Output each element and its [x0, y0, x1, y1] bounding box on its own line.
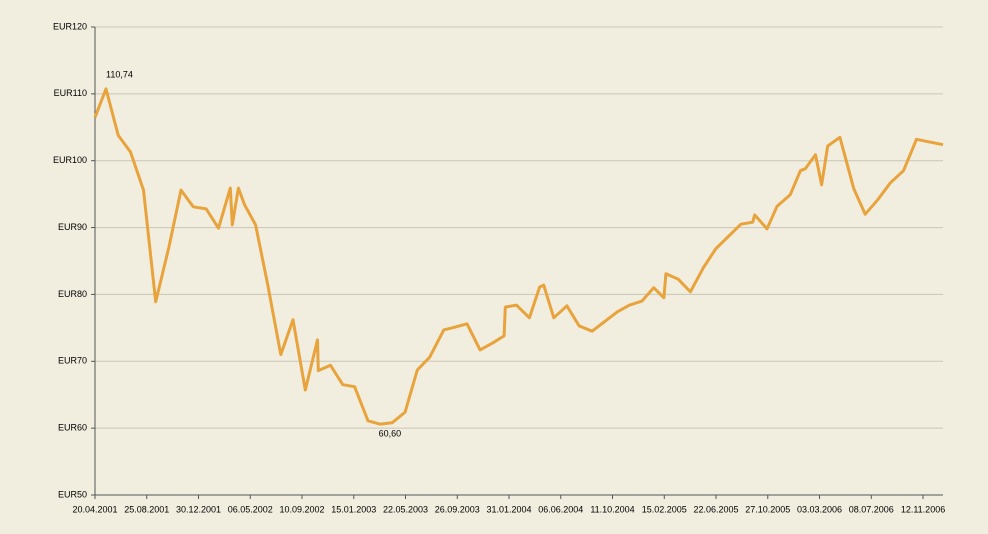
y-tick-label: EUR50 [58, 489, 87, 499]
x-tick-label: 26.09.2003 [435, 504, 480, 514]
x-tick-label: 10.09.2002 [279, 504, 324, 514]
x-tick-label: 06.05.2002 [228, 504, 273, 514]
x-tick-label: 30.12.2001 [176, 504, 221, 514]
x-tick-label: 12.11.2006 [901, 504, 945, 514]
x-tick-label: 25.08.2001 [124, 504, 169, 514]
data-line [93, 87, 944, 426]
x-tick-label: 11.10.2004 [590, 504, 634, 514]
y-tick-label: EUR100 [53, 155, 87, 165]
y-tick-label: EUR120 [53, 21, 87, 31]
y-tick-label: EUR80 [58, 289, 87, 299]
x-tick-label: 31.01.2004 [486, 504, 531, 514]
x-tick-label: 27.10.2005 [745, 504, 790, 514]
y-tick-label: EUR60 [58, 423, 87, 433]
x-tick-label: 22.06.2005 [694, 504, 739, 514]
y-tick-label: EUR90 [58, 222, 87, 232]
y-tick-label: EUR110 [54, 88, 87, 98]
x-tick-label: 08.07.2006 [849, 504, 894, 514]
x-tick-label: 22.05.2003 [383, 504, 428, 514]
data-label: 60,60 [379, 429, 402, 439]
x-tick-label: 06.06.2004 [538, 504, 583, 514]
x-tick-label: 20.04.2001 [72, 504, 117, 514]
x-tick-label: 15.01.2003 [331, 504, 376, 514]
y-tick-label: EUR70 [58, 356, 87, 366]
x-tick-label: 15.02.2005 [642, 504, 687, 514]
x-tick-label: 03.03.2006 [797, 504, 842, 514]
data-label: 110,74 [106, 69, 133, 79]
